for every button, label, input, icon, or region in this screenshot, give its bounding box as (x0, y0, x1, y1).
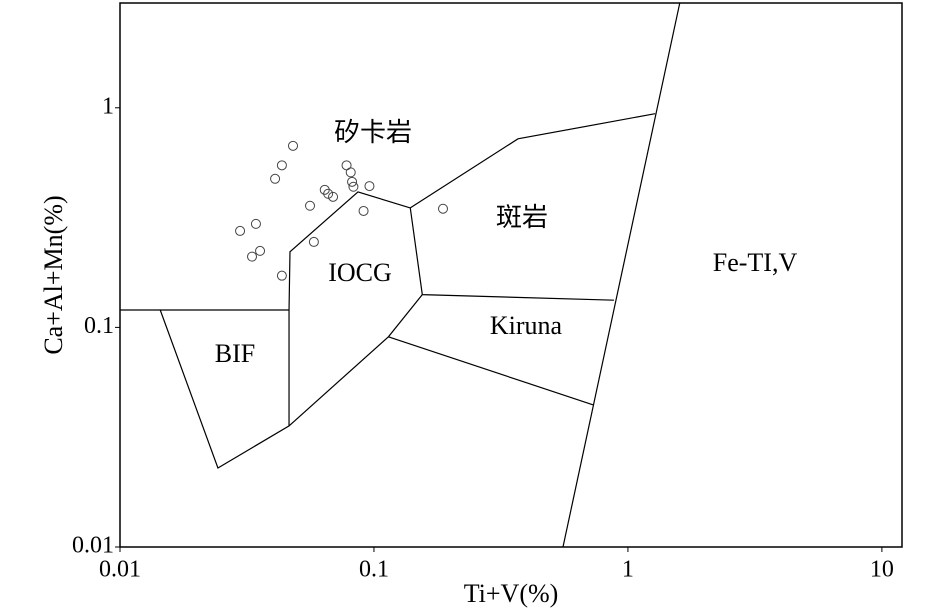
plot-frame (119, 2, 903, 548)
data-point (364, 181, 375, 192)
data-point (308, 236, 319, 247)
region-label: IOCG (328, 258, 392, 287)
x-tick-label: 0.1 (359, 557, 389, 583)
data-point (305, 200, 316, 211)
data-point (250, 218, 261, 229)
region-label: Kiruna (490, 311, 563, 340)
region-label: Fe-TI,V (713, 248, 798, 277)
data-point (255, 245, 266, 256)
data-point (276, 270, 287, 281)
x-axis-label: Ti+V(%) (464, 579, 559, 608)
data-point (288, 140, 299, 151)
region-boundary (388, 336, 594, 406)
data-point (235, 225, 246, 236)
data-point (345, 167, 356, 178)
data-point (358, 205, 369, 216)
data-point (347, 176, 358, 187)
x-tick-label: 0.01 (99, 557, 141, 583)
region-boundary (562, 2, 681, 548)
y-axis-label: Ca+Al+Mn(%) (39, 195, 68, 354)
x-tick-label: 1 (622, 557, 634, 583)
region-boundary (288, 191, 614, 311)
y-tick-label: 0.01 (72, 533, 114, 559)
region-boundary (409, 113, 656, 209)
x-tick-label: 10 (870, 557, 894, 583)
y-tick-label: 1 (102, 93, 114, 119)
data-point (319, 184, 330, 195)
data-point (270, 173, 281, 184)
data-point (438, 203, 449, 214)
data-point (328, 191, 339, 202)
data-point (276, 160, 287, 171)
region-label: 斑岩 (496, 203, 548, 232)
y-tick-label: 0.1 (84, 313, 114, 339)
data-point (348, 181, 359, 192)
data-point (323, 188, 334, 199)
region-label: BIF (215, 339, 255, 368)
data-point (247, 251, 258, 262)
region-boundary (159, 309, 290, 469)
region-label: 矽卡岩 (334, 118, 412, 147)
region-boundary (288, 294, 423, 427)
